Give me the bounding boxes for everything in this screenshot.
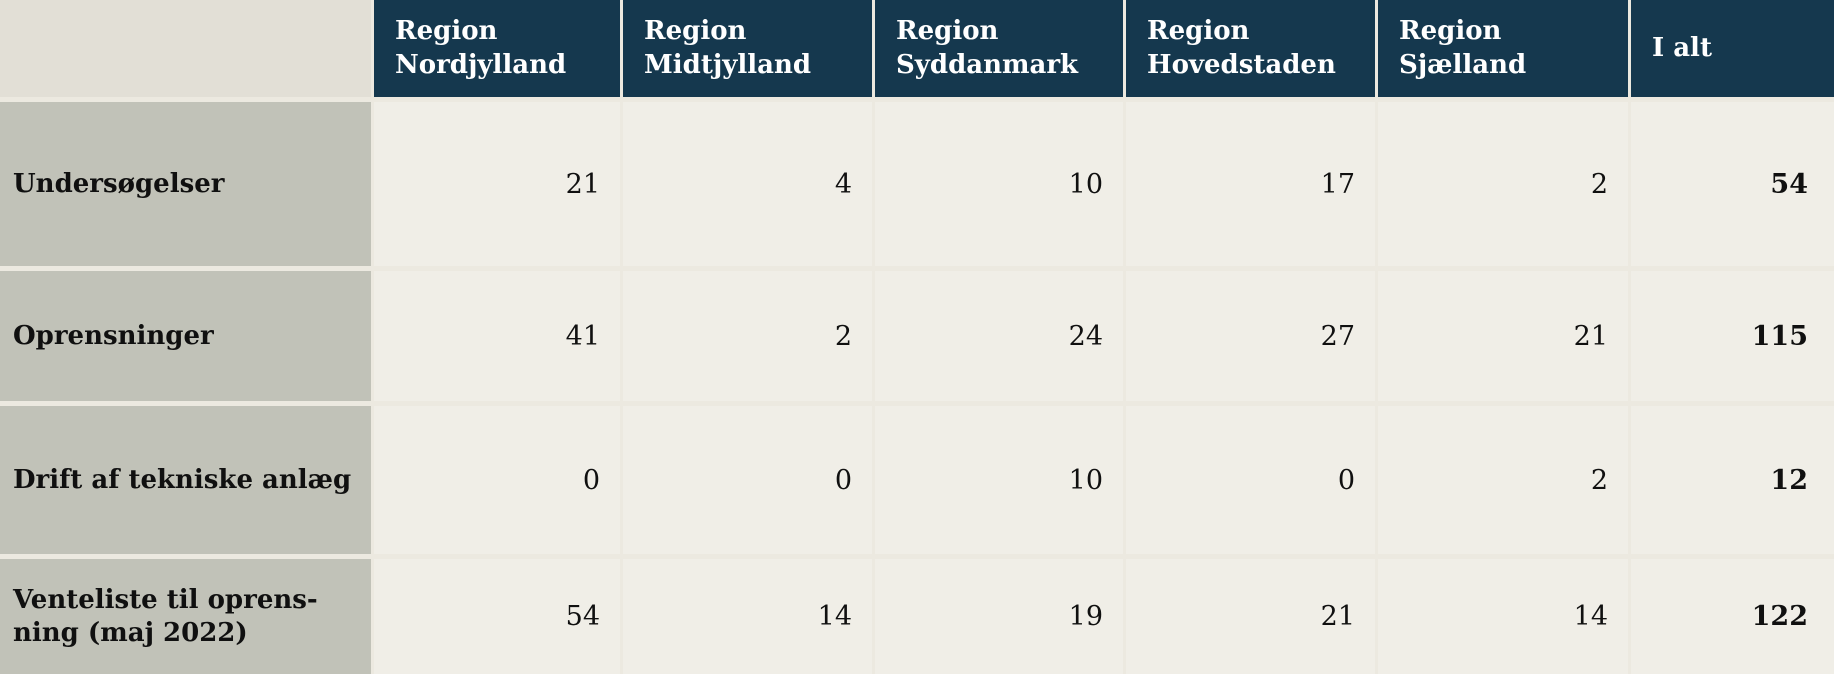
value-cell: 2 bbox=[1378, 102, 1628, 266]
total-cell: 115 bbox=[1631, 271, 1834, 401]
value-cell: 0 bbox=[1126, 406, 1375, 554]
value-cell: 10 bbox=[875, 102, 1123, 266]
value-cell: 2 bbox=[1378, 406, 1628, 554]
value-cell: 27 bbox=[1126, 271, 1375, 401]
column-header-i-alt: I alt bbox=[1631, 0, 1834, 97]
column-header-region-nordjylland: Region Nordjylland bbox=[374, 0, 620, 97]
value-cell: 10 bbox=[875, 406, 1123, 554]
corner-cell bbox=[0, 0, 371, 97]
row-label-drift-af-tekniske-anlaeg: Drift af tekniske anlæg bbox=[0, 406, 371, 554]
column-header-region-syddanmark: Region Syddanmark bbox=[875, 0, 1123, 97]
value-cell: 21 bbox=[374, 102, 620, 266]
value-cell: 21 bbox=[1378, 271, 1628, 401]
value-cell: 41 bbox=[374, 271, 620, 401]
total-cell: 12 bbox=[1631, 406, 1834, 554]
value-cell: 2 bbox=[623, 271, 872, 401]
total-cell: 122 bbox=[1631, 559, 1834, 674]
value-cell: 14 bbox=[1378, 559, 1628, 674]
value-cell: 19 bbox=[875, 559, 1123, 674]
value-cell: 4 bbox=[623, 102, 872, 266]
column-header-region-hovedstaden: Region Hovedstaden bbox=[1126, 0, 1375, 97]
value-cell: 54 bbox=[374, 559, 620, 674]
row-label-undersoegelser: Undersøgelser bbox=[0, 102, 371, 266]
value-cell: 24 bbox=[875, 271, 1123, 401]
total-cell: 54 bbox=[1631, 102, 1834, 266]
column-header-region-sjaelland: Region Sjælland bbox=[1378, 0, 1628, 97]
row-label-venteliste-til-oprensning: Venteliste til oprens- ning (maj 2022) bbox=[0, 559, 371, 674]
column-header-region-midtjylland: Region Midtjylland bbox=[623, 0, 872, 97]
value-cell: 17 bbox=[1126, 102, 1375, 266]
value-cell: 0 bbox=[623, 406, 872, 554]
value-cell: 0 bbox=[374, 406, 620, 554]
value-cell: 14 bbox=[623, 559, 872, 674]
value-cell: 21 bbox=[1126, 559, 1375, 674]
row-label-oprensninger: Oprensninger bbox=[0, 271, 371, 401]
